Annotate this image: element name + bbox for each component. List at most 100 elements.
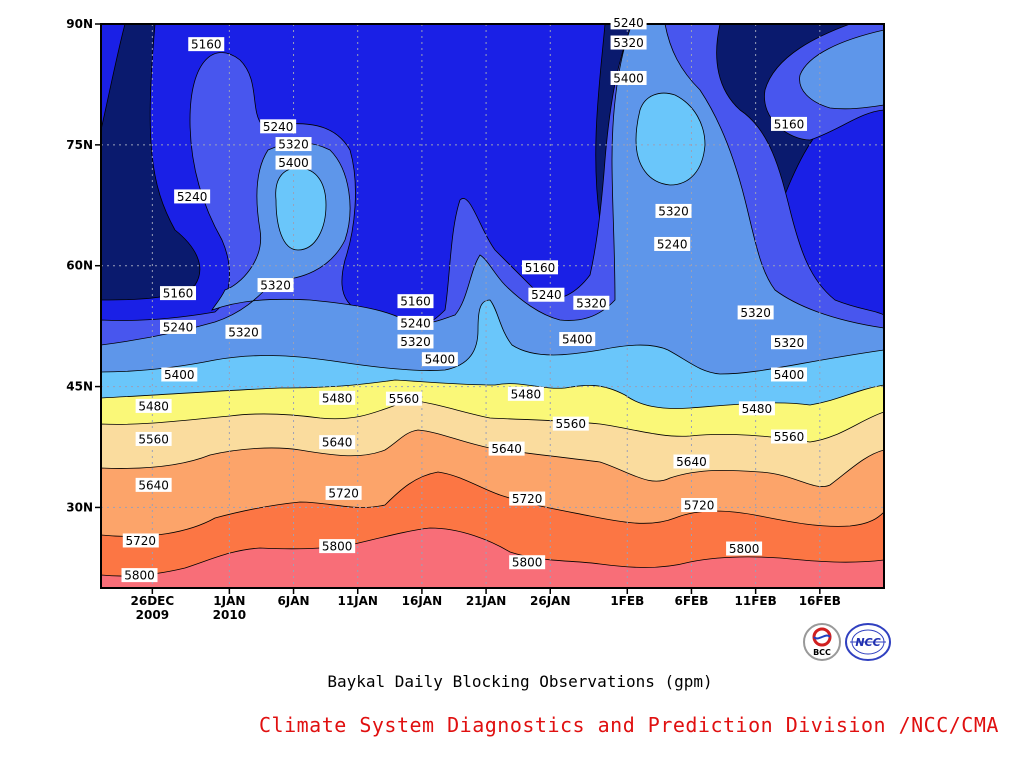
contour-label: 5320: [275, 137, 312, 152]
band-5320-topright: [799, 29, 884, 110]
contour-label-box: [257, 278, 294, 293]
contour-label-text: 5320: [774, 336, 805, 350]
plot-frame: [100, 23, 885, 589]
contour-label: 5320: [610, 35, 647, 50]
contour-label-text: 5800: [124, 569, 155, 583]
contour-label-text: 5320: [400, 335, 431, 349]
x-tick-sublabel: 2009: [136, 608, 169, 622]
contour-label: 5560: [771, 429, 808, 444]
contour-label: 5320: [397, 334, 434, 349]
contour-label-text: 5400: [425, 353, 456, 367]
contour-label-box: [135, 398, 172, 413]
y-tick-label: 45N: [66, 380, 93, 394]
contour-label-text: 5800: [512, 556, 543, 570]
contour-label-text: 5400: [164, 368, 195, 382]
y-tick-label: 75N: [66, 138, 93, 152]
contour-label-text: 5320: [228, 325, 259, 339]
contour-label-text: 5640: [676, 455, 707, 469]
contour-label-text: 5320: [613, 36, 644, 50]
contour-label-text: 5240: [400, 316, 431, 330]
contour-label: 5480: [507, 386, 544, 401]
contour-label-text: 5160: [400, 295, 431, 309]
contour-label: 5320: [225, 324, 262, 339]
contour-label-box: [397, 334, 434, 349]
contour-label-box: [225, 324, 262, 339]
contour-label-box: [654, 236, 691, 251]
contour-label-box: [610, 70, 647, 85]
contour-label: 5800: [319, 539, 356, 554]
x-tick-label: 21JAN: [466, 594, 507, 608]
contour-label-text: 5400: [562, 333, 593, 347]
contour-label-box: [275, 137, 312, 152]
contour-label-text: 5480: [322, 391, 353, 405]
contour-label-text: 5400: [278, 156, 309, 170]
ncc-logo: NCC: [845, 623, 891, 661]
contour-label-box: [737, 305, 774, 320]
contour-label-text: 5800: [729, 542, 760, 556]
contour-label-text: 5320: [278, 138, 309, 152]
contour-label-text: 5720: [684, 499, 715, 513]
contour-label: 5320: [737, 305, 774, 320]
contour-label-text: 5160: [525, 261, 556, 275]
contour-label: 5720: [122, 533, 159, 548]
x-tick-label: 11JAN: [337, 594, 378, 608]
y-tick-label: 30N: [66, 500, 93, 514]
x-tick-label: 1JAN: [213, 594, 245, 608]
contour-label-text: 5240: [177, 190, 208, 204]
contour-label: 5640: [673, 454, 710, 469]
contour-labels: 5160 5240 5320 5400 5240 5320 5160 5240 5320 5400…: [121, 15, 808, 583]
contour-label: 5560: [552, 416, 589, 431]
contour-label-box: [397, 294, 434, 309]
contour-label-text: 5720: [126, 534, 157, 548]
contour-label: 5240: [397, 315, 434, 330]
credit-text: Climate System Diagnostics and Predictio…: [259, 713, 999, 737]
contour-label-text: 5720: [512, 492, 543, 506]
contour-label: 5720: [509, 491, 546, 506]
contour-label-box: [488, 441, 525, 456]
contour-label-box: [771, 429, 808, 444]
contour-label-box: [319, 435, 356, 450]
contour-label-box: [397, 315, 434, 330]
contour-label: 5240: [160, 319, 197, 334]
contour-label-box: [275, 155, 312, 170]
contour-label-text: 5160: [163, 287, 194, 301]
contour-label-text: 5320: [658, 204, 689, 218]
band-5800: [101, 527, 884, 588]
contour-label-box: [174, 189, 211, 204]
contour-label-box: [421, 352, 458, 367]
contour-label-text: 5160: [191, 38, 222, 52]
contour-label-box: [559, 332, 596, 347]
contour-label-text: 5400: [613, 71, 644, 85]
y-tick-label: 60N: [66, 259, 93, 273]
x-tick-label: 26JAN: [530, 594, 571, 608]
x-tick-label: 1FEB: [610, 594, 644, 608]
contour-label-text: 5240: [613, 16, 644, 30]
contour-label-box: [552, 416, 589, 431]
contour-label: 5160: [521, 260, 558, 275]
contour-label-text: 5800: [322, 540, 353, 554]
contour-label: 5560: [385, 391, 422, 406]
contour-label: 5800: [121, 568, 158, 583]
contour-label-text: 5320: [740, 306, 771, 320]
contour-label: 5640: [319, 435, 356, 450]
contour-label-box: [673, 454, 710, 469]
contour-label: 5240: [610, 15, 647, 30]
contour-label-text: 5640: [138, 478, 169, 492]
contour-label-box: [610, 15, 647, 30]
contour-label: 5320: [771, 335, 808, 350]
contour-label: 5480: [319, 390, 356, 405]
contour-label: 5160: [397, 294, 434, 309]
contour-label: 5400: [161, 367, 198, 382]
grid-lines: [101, 24, 884, 588]
contour-label: 5400: [771, 367, 808, 382]
y-tick-label: 90N: [66, 17, 93, 31]
contour-label-box: [122, 533, 159, 548]
contour-label: 5240: [528, 287, 565, 302]
contour-label-text: 5640: [322, 436, 353, 450]
x-tick-label: 6JAN: [277, 594, 309, 608]
x-tick-label: 11FEB: [735, 594, 777, 608]
contour-label-box: [509, 491, 546, 506]
contour-label: 5400: [610, 70, 647, 85]
contour-label: 5240: [260, 119, 297, 134]
